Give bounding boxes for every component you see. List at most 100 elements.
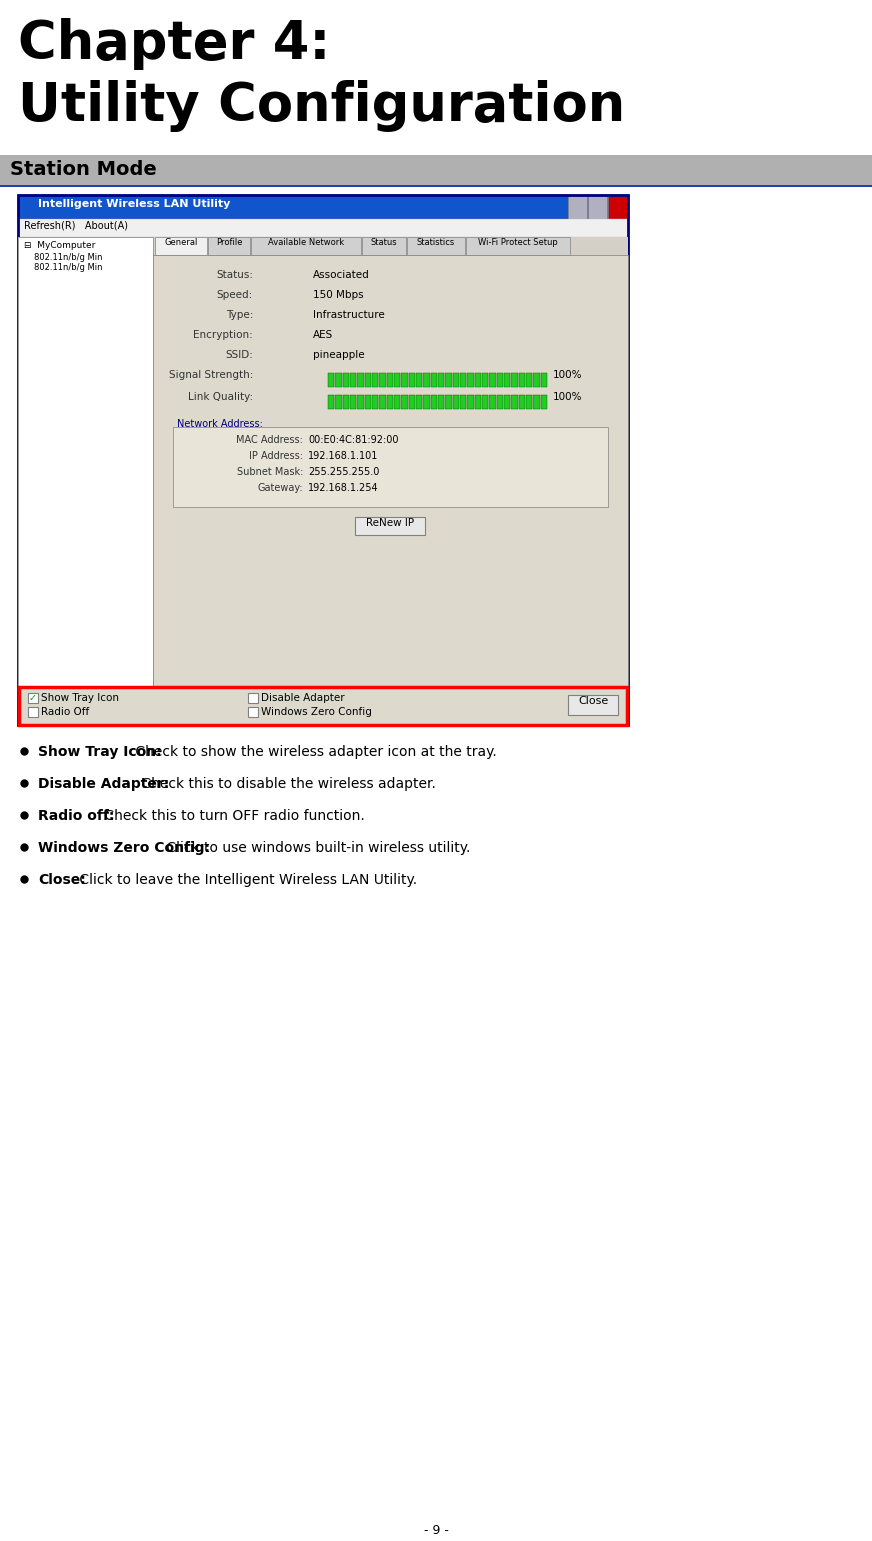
Bar <box>431 373 437 387</box>
Bar <box>18 237 628 724</box>
Text: AES: AES <box>313 330 333 341</box>
Text: Intelligent Wireless LAN Utility: Intelligent Wireless LAN Utility <box>38 199 230 210</box>
Bar <box>534 394 540 408</box>
Text: 802.11n/b/g Min: 802.11n/b/g Min <box>34 264 103 271</box>
Text: Station Mode: Station Mode <box>10 160 157 179</box>
Bar <box>386 373 393 387</box>
Bar <box>173 427 608 507</box>
Bar <box>467 373 473 387</box>
Text: MAC Address:: MAC Address: <box>236 435 303 445</box>
Bar <box>438 373 445 387</box>
Text: Close:: Close: <box>38 872 85 886</box>
Bar <box>364 373 371 387</box>
Text: Utility Configuration: Utility Configuration <box>18 80 625 133</box>
Bar <box>526 373 532 387</box>
Bar <box>519 373 525 387</box>
Text: Check this to turn OFF radio function.: Check this to turn OFF radio function. <box>100 809 364 823</box>
Bar <box>504 373 510 387</box>
Bar <box>155 237 207 254</box>
Bar <box>343 394 349 408</box>
Bar <box>453 394 459 408</box>
Bar <box>394 373 400 387</box>
Bar <box>328 394 334 408</box>
Text: Type:: Type: <box>226 310 253 321</box>
Bar <box>489 373 495 387</box>
Bar <box>504 394 510 408</box>
Text: Refresh(R)   About(A): Refresh(R) About(A) <box>24 220 128 231</box>
Bar <box>541 394 547 408</box>
Text: Windows Zero Config:: Windows Zero Config: <box>38 841 210 855</box>
Bar <box>474 394 481 408</box>
Bar <box>153 254 628 687</box>
Text: Subnet Mask:: Subnet Mask: <box>236 467 303 476</box>
Text: Network Address:: Network Address: <box>177 419 262 428</box>
Bar <box>497 394 503 408</box>
Text: Radio off:: Radio off: <box>38 809 114 823</box>
Text: SSID:: SSID: <box>225 350 253 361</box>
Bar <box>460 394 467 408</box>
Bar <box>394 394 400 408</box>
Bar <box>482 394 488 408</box>
Bar <box>379 394 385 408</box>
Bar <box>568 695 618 715</box>
Text: Statistics: Statistics <box>417 237 455 247</box>
Bar <box>438 394 445 408</box>
Bar <box>608 196 627 219</box>
Bar <box>18 194 628 219</box>
Bar <box>28 693 38 703</box>
Text: 150 Mbps: 150 Mbps <box>313 290 364 300</box>
Bar <box>511 394 518 408</box>
Bar <box>358 394 364 408</box>
Bar <box>474 373 481 387</box>
Bar <box>362 237 406 254</box>
Bar <box>588 196 607 219</box>
Text: Wi-Fi Protect Setup: Wi-Fi Protect Setup <box>478 237 558 247</box>
Bar <box>416 394 422 408</box>
Text: Encryption:: Encryption: <box>194 330 253 341</box>
Bar <box>18 237 153 724</box>
Bar <box>248 707 258 717</box>
Text: Infrastructure: Infrastructure <box>313 310 385 321</box>
Bar <box>534 373 540 387</box>
Text: 100%: 100% <box>553 370 582 379</box>
Text: ✓: ✓ <box>29 693 37 703</box>
Bar <box>409 373 415 387</box>
Bar <box>343 373 349 387</box>
Text: Show Tray Icon:: Show Tray Icon: <box>38 744 161 758</box>
Bar <box>364 394 371 408</box>
Text: Profile: Profile <box>215 237 242 247</box>
Text: Radio Off: Radio Off <box>41 707 89 717</box>
Bar <box>350 394 357 408</box>
Text: Disable Adapter: Disable Adapter <box>261 693 344 703</box>
Bar <box>401 373 408 387</box>
Text: Signal Strength:: Signal Strength: <box>168 370 253 379</box>
Text: Click to use windows built-in wireless utility.: Click to use windows built-in wireless u… <box>162 841 470 855</box>
Bar <box>423 373 430 387</box>
Bar <box>519 394 525 408</box>
Bar <box>453 373 459 387</box>
Text: Status: Status <box>371 237 398 247</box>
Bar <box>526 394 532 408</box>
Bar <box>18 194 628 724</box>
Bar <box>489 394 495 408</box>
Text: 802.11n/b/g Min: 802.11n/b/g Min <box>34 253 103 262</box>
Bar <box>541 373 547 387</box>
Text: 255.255.255.0: 255.255.255.0 <box>308 467 379 476</box>
Text: Disable Adapter:: Disable Adapter: <box>38 777 169 791</box>
Text: 192.168.1.254: 192.168.1.254 <box>308 482 378 493</box>
Text: ReNew IP: ReNew IP <box>366 518 414 527</box>
Text: General: General <box>164 237 198 247</box>
Bar <box>446 394 452 408</box>
Text: Click to leave the Intelligent Wireless LAN Utility.: Click to leave the Intelligent Wireless … <box>75 872 418 886</box>
Text: IP Address:: IP Address: <box>249 452 303 461</box>
Bar <box>568 196 587 219</box>
Text: Link Quality:: Link Quality: <box>187 391 253 402</box>
Text: ⊟  MyComputer: ⊟ MyComputer <box>24 240 95 250</box>
Bar <box>407 237 465 254</box>
Bar <box>328 373 334 387</box>
Bar <box>416 373 422 387</box>
Bar <box>0 185 872 186</box>
Text: Status:: Status: <box>216 270 253 280</box>
Text: Gateway:: Gateway: <box>257 482 303 493</box>
Text: pineapple: pineapple <box>313 350 364 361</box>
